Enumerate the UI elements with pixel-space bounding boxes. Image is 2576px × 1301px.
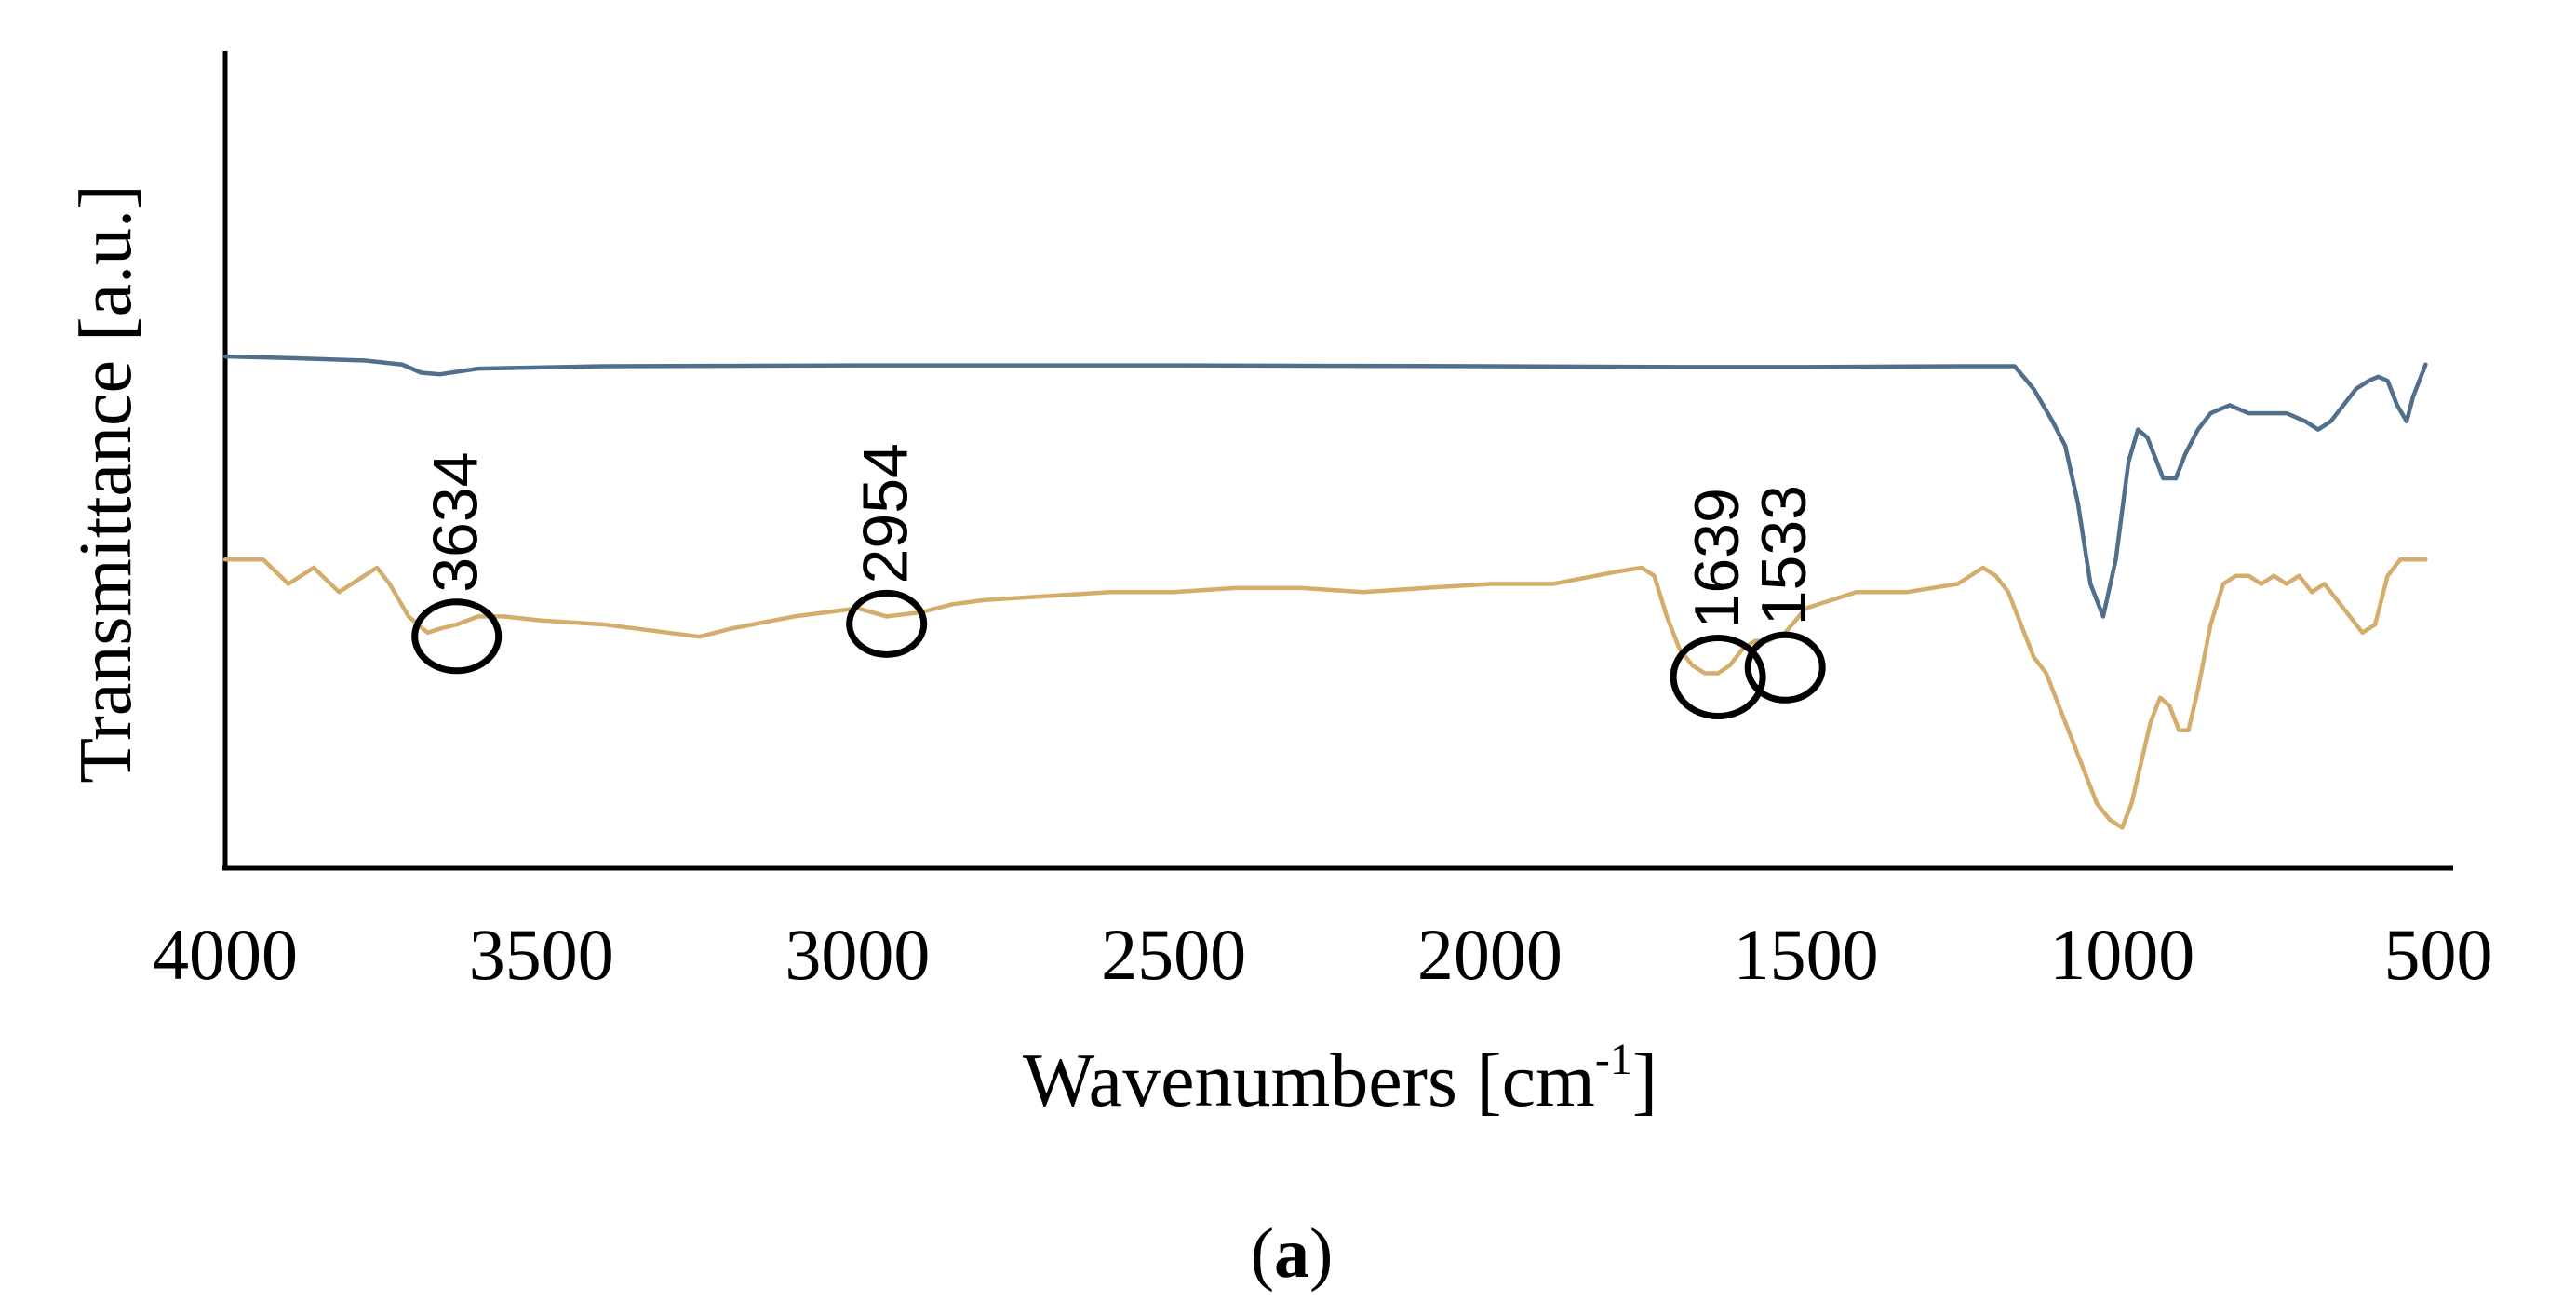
x-tick-label-4000: 4000 — [153, 914, 298, 995]
peak-circle-2954 — [846, 589, 928, 658]
x-tick-label-3500: 3500 — [469, 914, 614, 995]
peak-label-1533: 1533 — [1749, 485, 1819, 625]
axes — [222, 51, 2453, 871]
panel-label-close: ) — [1309, 1214, 1333, 1293]
x-tick-label-2500: 2500 — [1101, 914, 1246, 995]
x-tick-label-2000: 2000 — [1417, 914, 1563, 995]
peak-circle-1533 — [1744, 631, 1826, 704]
x-axis-label-main: Wavenumbers [cm — [1023, 1038, 1595, 1122]
panel-label-letter: a — [1274, 1214, 1309, 1293]
x-tick-label-1000: 1000 — [2049, 914, 2194, 995]
peak-label-1639: 1639 — [1682, 488, 1752, 628]
x-tick-label-3000: 3000 — [785, 914, 930, 995]
panel-label: (a) — [1251, 1214, 1334, 1293]
x-axis-label: Wavenumbers [cm-1] — [1023, 1035, 1657, 1122]
y-axis-label: Transmittance [a.u.] — [65, 184, 147, 784]
peak-label-3634: 3634 — [421, 452, 491, 593]
peak-circle-1639 — [1670, 635, 1766, 719]
x-tick-label-500: 500 — [2384, 914, 2493, 995]
peak-circle-3634 — [411, 598, 503, 675]
panel-label-open: ( — [1251, 1214, 1274, 1293]
series-layer — [222, 354, 2428, 830]
x-axis-label-superscript: -1 — [1595, 1035, 1632, 1084]
x-tick-label-1500: 1500 — [1734, 914, 1879, 995]
x-axis-label-close: ] — [1632, 1038, 1657, 1122]
x-tick-labels: 4000 3500 3000 2500 2000 1500 1000 500 — [153, 914, 2493, 995]
series-line-upper — [222, 354, 2428, 619]
peak-label-2954: 2954 — [851, 443, 921, 583]
